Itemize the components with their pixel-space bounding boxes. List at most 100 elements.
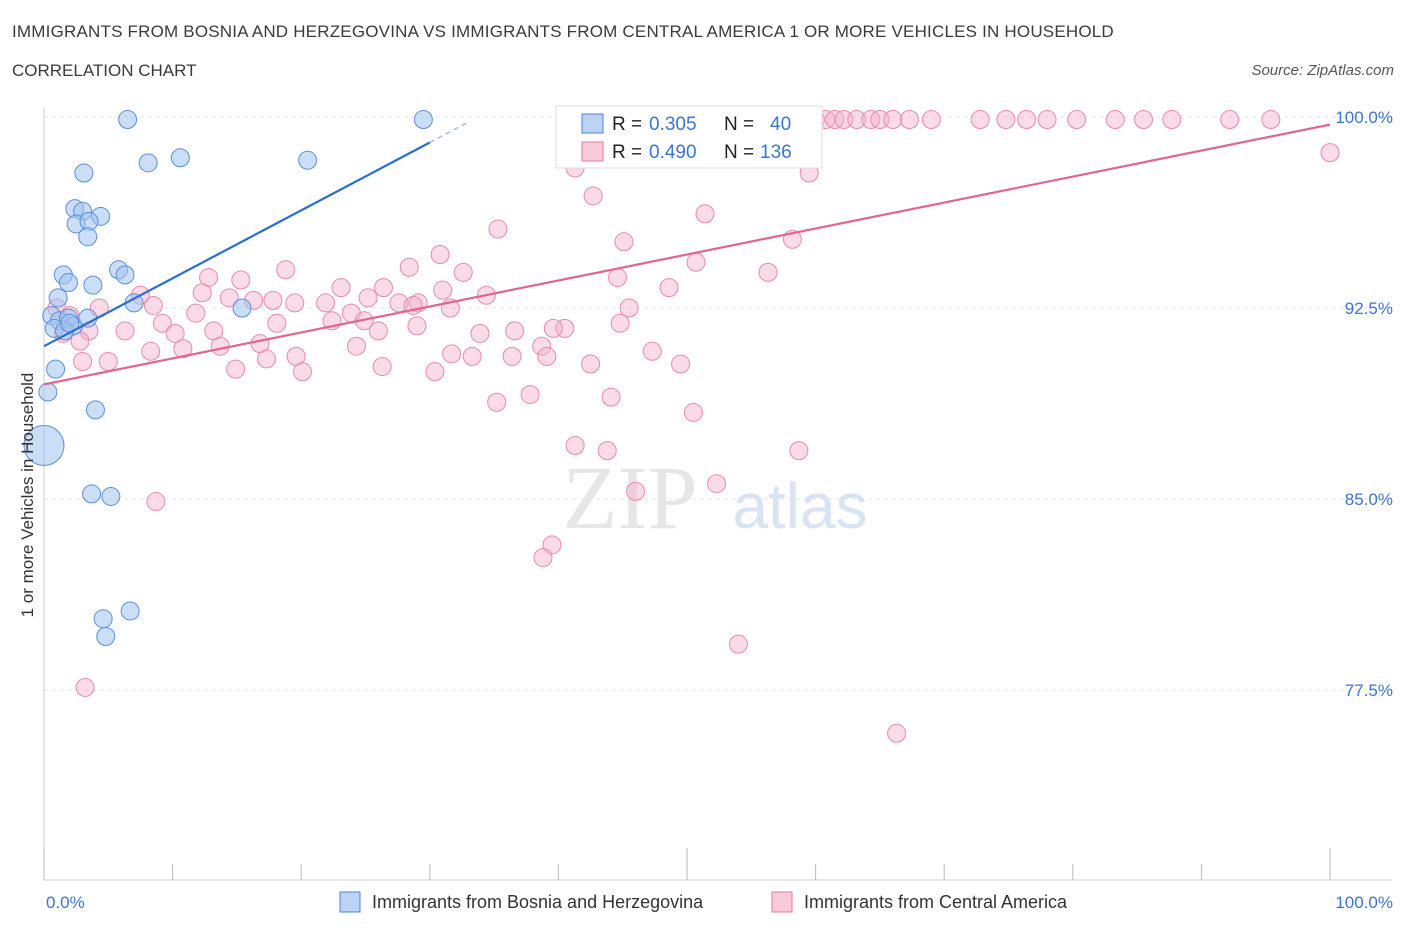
pink-point (505, 321, 525, 341)
series-legend-blue-label: Immigrants from Bosnia and Herzegovina (372, 892, 704, 912)
y-tick-labels: 100.0% 92.5% 85.0% 77.5% (1335, 108, 1393, 700)
legend-blue-n-value: 40 (770, 114, 791, 135)
pink-point (346, 336, 366, 356)
pink-point (789, 441, 809, 461)
blue-point (413, 110, 433, 130)
trend-lines (43, 121, 1331, 386)
pink-point (399, 257, 419, 277)
pink-point (686, 252, 706, 272)
pink-point (555, 318, 575, 338)
pink-point (1162, 110, 1182, 130)
pink-point (707, 474, 727, 494)
pink-point (219, 288, 239, 308)
pink-point (430, 245, 450, 265)
y-tick-label: 92.5% (1345, 299, 1393, 318)
y-tick-label: 85.0% (1345, 490, 1393, 509)
pink-point (75, 677, 95, 697)
legend-pink-r-label: R = (612, 142, 642, 163)
pink-point (1320, 143, 1340, 163)
pink-point (642, 341, 662, 361)
pink-point (610, 313, 630, 333)
blue-point (48, 288, 68, 308)
pink-point (470, 323, 490, 343)
y-tick-label: 77.5% (1345, 681, 1393, 700)
chart-title: IMMIGRANTS FROM BOSNIA AND HERZEGOVINA V… (12, 22, 1114, 41)
blue-trend-line (43, 141, 431, 348)
pink-point (502, 346, 522, 366)
pink-trend-line (43, 123, 1331, 386)
pink-point (256, 349, 276, 369)
pink-point (581, 354, 601, 374)
pink-point (883, 110, 903, 130)
watermark-atlas: atlas (732, 470, 867, 542)
pink-point (316, 293, 336, 313)
series-blue-points (23, 110, 433, 647)
legend-pink-n-label: N = (724, 142, 754, 163)
pink-point (407, 316, 427, 336)
pink-point (143, 295, 163, 315)
pink-point (695, 204, 715, 224)
blue-point (78, 227, 98, 247)
pink-point (98, 351, 118, 371)
pink-point (921, 110, 941, 130)
pink-point (533, 548, 553, 568)
x-tick-labels: 0.0% 100.0% (46, 893, 1393, 912)
pink-point (847, 110, 867, 130)
pink-point (1067, 110, 1087, 130)
pink-point (899, 110, 919, 130)
pink-point (728, 634, 748, 654)
pink-point (565, 436, 585, 456)
blue-point (96, 627, 116, 647)
blue-point (83, 275, 103, 295)
pink-point (758, 262, 778, 282)
pink-point (1134, 110, 1154, 130)
pink-point (292, 362, 312, 382)
pink-point (970, 110, 990, 130)
blue-point (115, 265, 135, 285)
pink-point (543, 318, 563, 338)
pink-point (358, 288, 378, 308)
pink-point (192, 283, 212, 303)
pink-point (537, 346, 557, 366)
pink-point (425, 362, 445, 382)
legend-blue-swatch (581, 113, 604, 134)
blue-point (78, 308, 98, 328)
y-tick-label: 100.0% (1335, 108, 1393, 127)
pink-point (996, 110, 1016, 130)
blue-point (46, 359, 66, 379)
watermark: ZIP atlas (563, 449, 868, 548)
legend-pink-n-value: 136 (760, 142, 792, 163)
blue-trend-extension (429, 121, 469, 144)
pink-point (532, 336, 552, 356)
pink-point (453, 262, 473, 282)
pink-point (165, 323, 185, 343)
blue-point (118, 110, 138, 130)
series-legend-pink-label: Immigrants from Central America (804, 892, 1068, 912)
legend-pink-r-value: 0.490 (649, 142, 697, 163)
legend-pink-swatch (581, 141, 604, 162)
pink-point (374, 278, 394, 298)
pink-point (683, 402, 703, 422)
x-tick-label: 0.0% (46, 893, 85, 912)
pink-point (1017, 110, 1037, 130)
blue-point (74, 163, 94, 183)
x-tick-label: 100.0% (1335, 893, 1393, 912)
pink-point (186, 303, 206, 323)
pink-point (368, 321, 388, 341)
blue-point (93, 609, 113, 629)
pink-point (331, 278, 351, 298)
pink-point (487, 392, 507, 412)
series-legend-pink-swatch (771, 891, 793, 913)
pink-point (520, 385, 540, 405)
blue-point (23, 425, 65, 467)
pink-point (210, 336, 230, 356)
blue-point (101, 486, 121, 506)
pink-point (619, 298, 639, 318)
source-label: Source: ZipAtlas.com (1251, 62, 1394, 79)
pink-point (626, 481, 646, 501)
pink-point (263, 290, 283, 310)
pink-point (115, 321, 135, 341)
series-pink-points (47, 110, 1340, 743)
pink-point (442, 344, 462, 364)
